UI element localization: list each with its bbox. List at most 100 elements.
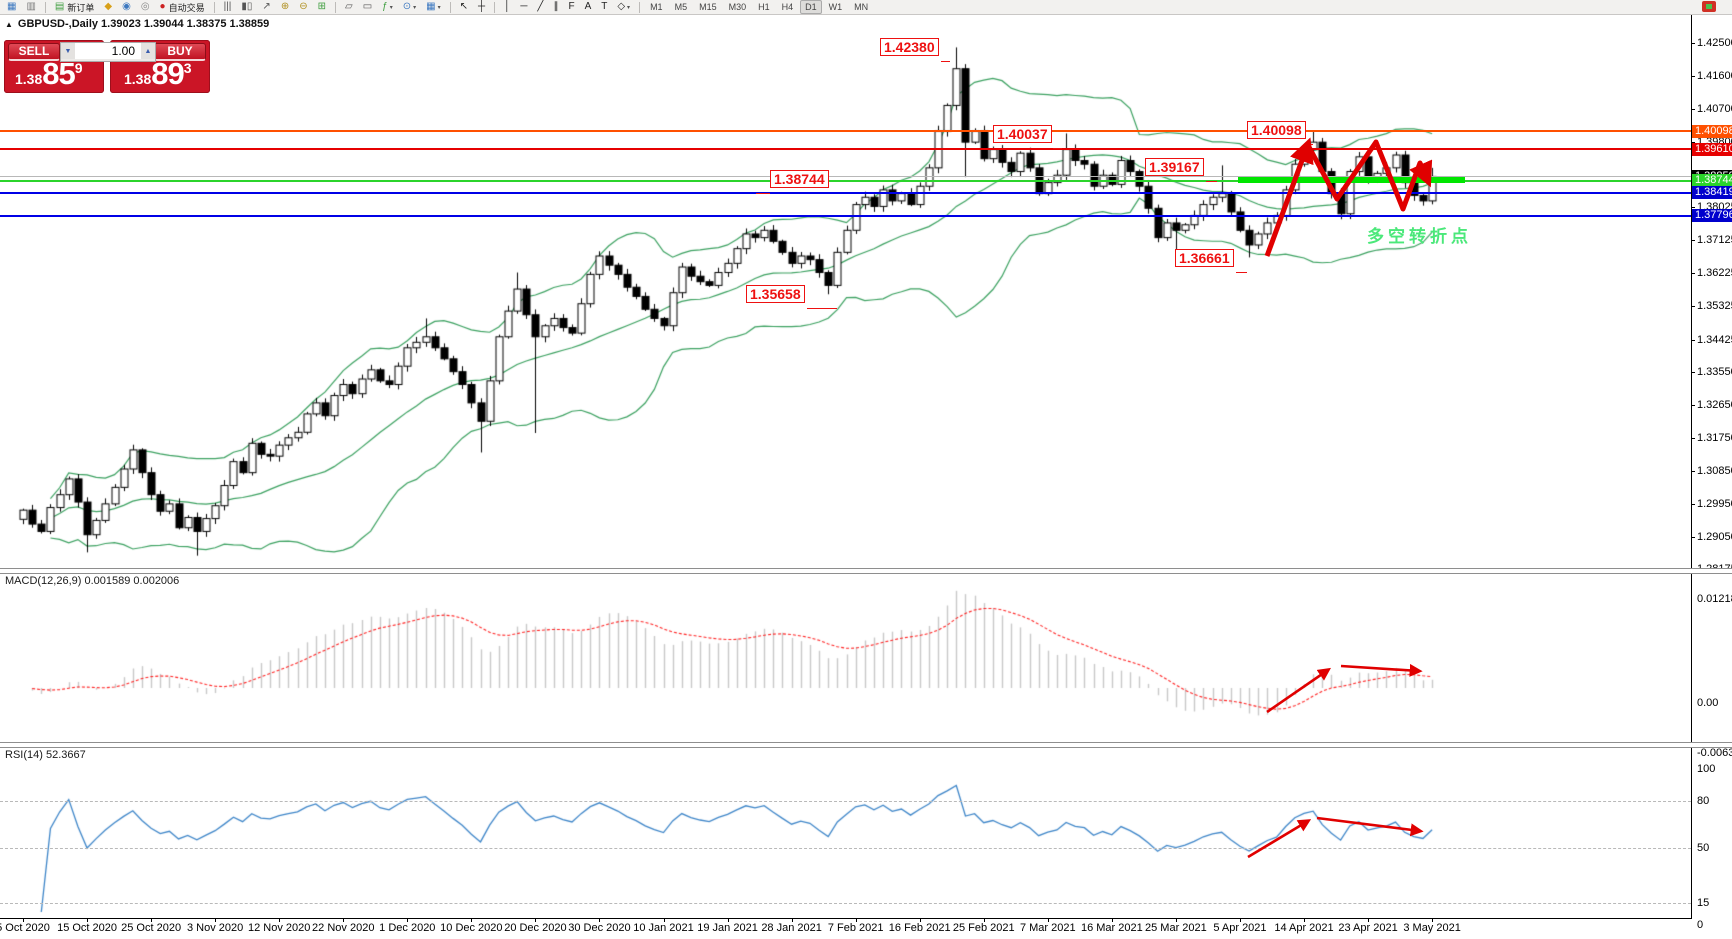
cursor-icon[interactable]: ↖ — [456, 0, 472, 14]
zigzag-up-arrow[interactable] — [1264, 137, 1314, 257]
price-tick-mark — [1691, 503, 1695, 505]
buy-price[interactable]: 1.38893 — [110, 56, 224, 92]
templates-icon[interactable]: ▦ ▾ — [422, 0, 444, 14]
chevron-down-icon[interactable]: ▾ — [437, 4, 441, 11]
horizontal-level-line-1.38744[interactable] — [0, 179, 1691, 182]
auto-scroll-icon[interactable]: ▱ — [341, 0, 357, 14]
arrows-shapes-icon[interactable]: ◇ ▾ — [613, 0, 634, 14]
rsi-level-line[interactable] — [0, 903, 1691, 904]
new-chart-icon[interactable]: ▦ — [3, 0, 20, 14]
date-tick-mark — [535, 919, 537, 922]
text-icon[interactable]: A — [581, 0, 596, 14]
equidistant-channel-icon[interactable]: ∥ — [549, 0, 562, 14]
horizontal-level-line-1.3961[interactable] — [0, 148, 1691, 151]
timeframe-mn-button[interactable]: MN — [854, 2, 869, 12]
fibonacci-icon[interactable]: F — [564, 0, 578, 14]
periods-icon[interactable]: ⊙ ▾ — [399, 0, 420, 14]
macd-flat-arrow[interactable] — [1340, 663, 1423, 677]
zoom-in-icon[interactable]: ⊕ — [277, 0, 293, 14]
timeframe-d1-button[interactable]: D1 — [800, 0, 822, 14]
text-label-icon[interactable]: T — [597, 0, 611, 14]
autotrading-button: ● — [159, 1, 166, 12]
annotation-leader-line — [941, 61, 950, 62]
bar-chart-icon[interactable]: ||| — [220, 0, 236, 14]
horizontal-level-line-1.38419[interactable] — [0, 191, 1691, 194]
volume-up-button[interactable]: ▲ — [141, 43, 155, 59]
history-center-icon: ◆ — [104, 1, 113, 12]
rsi-flat-arrow[interactable] — [1316, 816, 1424, 837]
chevron-down-icon[interactable]: ▾ — [627, 4, 631, 11]
tile-windows-icon[interactable]: ⊞ — [314, 0, 330, 14]
top-right-app-icon[interactable] — [1702, 1, 1716, 12]
chevron-down-icon[interactable]: ▾ — [413, 4, 417, 11]
autotrading-button[interactable]: ● 自动交易 — [156, 0, 209, 14]
rsi-panel-separator[interactable] — [0, 742, 1732, 748]
horizontal-level-line-1.37796[interactable] — [0, 214, 1691, 217]
date-tick-label: 16 Feb 2021 — [888, 922, 951, 934]
crosshair-icon[interactable]: ┼ — [474, 0, 489, 14]
timeframe-h4-button[interactable]: H4 — [781, 2, 794, 12]
date-tick-label: 16 Mar 2021 — [1080, 922, 1143, 934]
periods-icon: ⊙ — [402, 1, 412, 12]
date-tick-label: 7 Mar 2021 — [1019, 922, 1076, 934]
macd-up-arrow[interactable] — [1266, 667, 1331, 714]
collapse-marker-icon[interactable]: ▲ — [5, 19, 13, 29]
volume-input[interactable] — [75, 43, 141, 59]
timeframe-m30-button[interactable]: M30 — [728, 2, 747, 12]
volume-down-button[interactable]: ▼ — [61, 43, 75, 59]
toolbar-separator — [449, 1, 451, 13]
horizontal-line-icon[interactable]: ─ — [516, 0, 531, 14]
chart-shift-icon[interactable]: ▭ — [359, 0, 376, 14]
horizontal-level-line-1.38859[interactable] — [0, 176, 1691, 178]
timeframe-h1-button[interactable]: H1 — [758, 2, 770, 12]
date-tick-label: 22 Nov 2020 — [312, 922, 375, 934]
price-annotation-1.40037[interactable]: 1.40037 — [993, 125, 1052, 143]
price-tick-mark — [1691, 437, 1695, 439]
timeframe-m15-button[interactable]: M15 — [699, 2, 717, 12]
price-chart-canvas[interactable] — [0, 15, 1732, 939]
chevron-down-icon[interactable]: ▾ — [389, 4, 393, 11]
sell-price-big: 1.38 — [15, 71, 43, 87]
macd-panel-separator[interactable] — [0, 568, 1732, 574]
price-annotation-1.40098[interactable]: 1.40098 — [1247, 121, 1306, 139]
note-text[interactable]: 多空转折点 — [1367, 227, 1472, 246]
date-tick-mark — [983, 919, 985, 922]
rsi-up-arrow[interactable] — [1247, 819, 1312, 859]
price-annotation-1.36661[interactable]: 1.36661 — [1175, 249, 1234, 267]
zoom-out-icon[interactable]: ⊖ — [295, 0, 311, 14]
buy-panel[interactable]: BUY 1.38893 — [110, 40, 210, 93]
line-chart-icon[interactable]: ↗ — [258, 0, 274, 14]
autotrading-button-label: 自动交易 — [168, 2, 205, 13]
zigzag-arrow[interactable] — [1306, 139, 1433, 212]
trendline-icon[interactable]: ╱ — [533, 0, 547, 14]
price-annotation-1.35658[interactable]: 1.35658 — [746, 285, 805, 303]
price-tick-mark — [1691, 43, 1695, 44]
horizontal-level-line-1.40098[interactable] — [0, 130, 1691, 133]
vertical-line-icon[interactable]: │ — [500, 0, 514, 14]
date-tick-label: 19 Jan 2021 — [697, 922, 758, 934]
rsi-level-line[interactable] — [0, 801, 1691, 802]
indicators-icon[interactable]: ƒ ▾ — [378, 0, 397, 14]
buy-button[interactable]: BUY — [154, 43, 206, 61]
price-annotation-1.39167[interactable]: 1.39167 — [1145, 158, 1204, 176]
tile-windows-icon: ⊞ — [317, 1, 326, 12]
signals-icon[interactable]: ◎ — [137, 0, 154, 14]
timeframe-w1-button[interactable]: W1 — [828, 2, 843, 12]
templates-icon: ▦ — [426, 1, 436, 12]
sell-button[interactable]: SELL — [8, 43, 60, 61]
price-tick-mark — [1691, 207, 1695, 209]
price-annotation-1.38744[interactable]: 1.38744 — [770, 170, 829, 188]
volume-control: ▼ ▲ — [60, 42, 156, 62]
history-center-icon[interactable]: ◆ — [100, 0, 116, 14]
timeframe-m5-button[interactable]: M5 — [674, 2, 688, 12]
zoom-out-icon: ⊖ — [299, 1, 308, 12]
timeframe-m1-button[interactable]: M1 — [650, 2, 663, 12]
accounts-icon[interactable]: ◉ — [118, 0, 135, 14]
price-annotation-1.42380[interactable]: 1.42380 — [880, 38, 939, 56]
rsi-scale-label: 15 — [1697, 897, 1710, 909]
rsi-level-line[interactable] — [0, 848, 1691, 849]
candlestick-chart-icon[interactable]: ▮▯ — [237, 0, 256, 14]
trendline-icon: ╱ — [537, 1, 544, 12]
profiles-icon[interactable]: ▥ — [22, 0, 39, 14]
new-order-button[interactable]: ▤ 新订单 — [51, 0, 98, 14]
